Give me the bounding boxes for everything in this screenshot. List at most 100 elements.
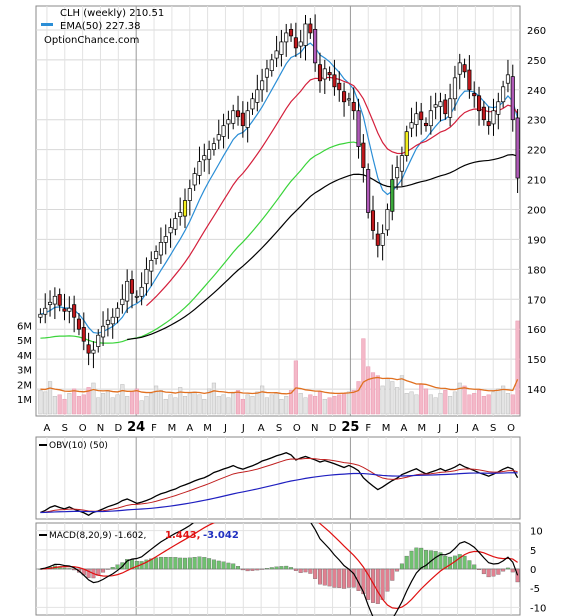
candle-body xyxy=(327,72,332,76)
macd-histogram-bar xyxy=(110,567,115,570)
volume-bar xyxy=(129,391,135,415)
macd-histogram-bar xyxy=(438,552,443,570)
volume-bar xyxy=(86,387,91,415)
grid-lines xyxy=(36,6,520,615)
candle-body xyxy=(105,319,110,325)
candle-body xyxy=(399,155,404,172)
candle-body xyxy=(419,111,424,121)
price-legend: CLH (weekly) 210.51 EMA(50) 227.38 Optio… xyxy=(41,8,164,46)
axis-labels: 140150160170180190200210220230240250260A… xyxy=(17,26,546,614)
volume-bar xyxy=(486,394,491,415)
volume-bar xyxy=(269,394,274,415)
time-tick-label: F xyxy=(151,423,157,434)
candle-body xyxy=(491,110,496,125)
candle-body xyxy=(226,119,231,125)
volume-bar xyxy=(260,385,265,415)
volume-bar xyxy=(192,391,197,415)
macd-tick-label: 5 xyxy=(530,546,536,557)
price-tick-label: 170 xyxy=(527,295,546,306)
ema-legend-swatch xyxy=(41,23,53,26)
candle-body xyxy=(120,298,125,306)
candle-body xyxy=(448,98,453,118)
macd-plot xyxy=(36,523,520,616)
candle-body xyxy=(173,218,178,230)
volume-bar xyxy=(448,396,453,415)
time-tick-label: 24 xyxy=(127,420,145,435)
volume-bar xyxy=(144,396,149,415)
candle-body xyxy=(96,334,101,347)
candle-body xyxy=(62,308,67,312)
volume-bar xyxy=(91,382,96,415)
macd-histogram-bar xyxy=(481,568,486,575)
candle-body xyxy=(67,307,72,312)
macd-histogram-bar xyxy=(216,560,221,570)
time-tick-label: J xyxy=(241,423,245,434)
price-tick-label: 200 xyxy=(527,206,546,217)
candle-body xyxy=(351,102,356,112)
volume-bar xyxy=(168,394,173,415)
candle-body xyxy=(178,212,183,218)
volume-bar xyxy=(491,391,496,415)
volume-bar xyxy=(250,396,255,415)
time-tick-label: A xyxy=(258,423,265,434)
macd-histogram-bar xyxy=(264,568,269,570)
time-tick-label: O xyxy=(507,423,515,434)
macd-histogram-bar xyxy=(395,568,400,572)
volume-bar xyxy=(428,394,433,415)
candle-body xyxy=(144,269,149,285)
volume-bar xyxy=(423,388,429,415)
candle-body xyxy=(81,327,86,342)
candle-body xyxy=(342,91,347,103)
macd-histogram-bar xyxy=(226,562,231,570)
candle-body xyxy=(481,106,486,121)
candle-body xyxy=(433,104,438,108)
candle-body xyxy=(298,41,303,47)
macd-histogram-bar xyxy=(409,550,414,570)
time-tick-label: O xyxy=(293,423,301,434)
candle-body xyxy=(235,110,241,118)
macd-histogram-bar xyxy=(443,555,448,570)
volume-bar xyxy=(178,387,183,415)
macd-histogram-bar xyxy=(293,568,298,571)
candle-body xyxy=(76,318,82,330)
macd-histogram-bar xyxy=(404,555,409,570)
volume-bar xyxy=(443,390,448,415)
volume-bar xyxy=(72,388,77,415)
candle-body xyxy=(134,295,139,298)
volume-bar xyxy=(43,391,48,415)
candle-body xyxy=(101,325,106,338)
candle-body xyxy=(197,161,202,176)
volume-bar xyxy=(110,397,115,415)
macd-tick-label: 0 xyxy=(530,565,536,576)
macd-histogram-bar xyxy=(342,568,347,589)
candle-body xyxy=(443,99,448,115)
ema-slow-line xyxy=(40,141,364,344)
macd-label: MACD(8,20,9) -1.602, xyxy=(49,531,146,541)
macd-histogram-bar xyxy=(477,568,482,570)
macd-histogram-bar xyxy=(125,559,130,570)
macd-signal-line xyxy=(40,523,518,610)
candle-body xyxy=(385,209,390,231)
candle-body xyxy=(284,32,289,43)
macd-histogram-bar xyxy=(462,555,467,570)
macd-histogram-bar xyxy=(211,559,216,570)
macd-histogram-bar xyxy=(183,557,187,570)
candle-body xyxy=(404,131,409,156)
macd-histogram-bar xyxy=(433,551,438,570)
macd-histogram-bar xyxy=(240,568,245,571)
candle-body xyxy=(182,200,188,217)
time-tick-label: M xyxy=(382,423,391,434)
obv-lines xyxy=(40,452,519,516)
volume-bar xyxy=(505,393,511,415)
macd-histogram-bar xyxy=(414,547,419,570)
candle-body xyxy=(308,23,313,34)
volume-bar xyxy=(100,393,106,415)
candle-body xyxy=(110,316,115,325)
ema-long-line xyxy=(127,154,518,341)
volume-bar xyxy=(313,396,318,415)
candle-body xyxy=(154,251,159,259)
volume-bar xyxy=(510,394,515,415)
candle-body xyxy=(510,76,515,121)
volume-bar xyxy=(154,385,159,415)
obv-legend: OBV(10) (50) xyxy=(39,441,108,451)
